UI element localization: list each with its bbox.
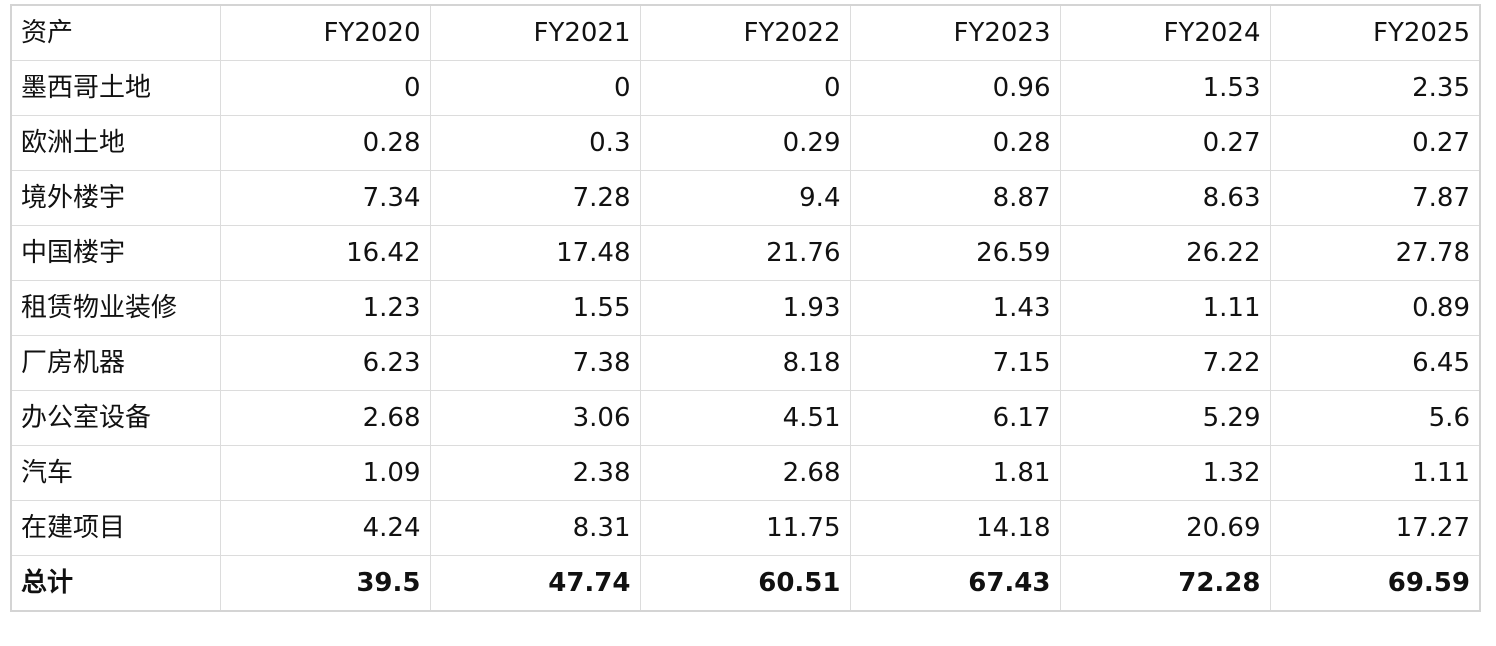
value-cell[interactable]: 0	[429, 60, 641, 116]
value-cell[interactable]: 8.31	[429, 500, 641, 556]
value-cell[interactable]: 1.55	[429, 280, 641, 336]
value-cell[interactable]: 17.27	[1269, 500, 1481, 556]
value-cell[interactable]: 0.28	[219, 115, 431, 171]
value-cell[interactable]: 1.23	[219, 280, 431, 336]
row-label[interactable]: 墨西哥土地	[10, 60, 221, 116]
header-cell-fy2021[interactable]: FY2021	[429, 4, 641, 61]
value-cell[interactable]: 6.45	[1269, 335, 1481, 391]
value-cell[interactable]: 11.75	[639, 500, 851, 556]
value-cell[interactable]: 6.17	[849, 390, 1061, 446]
value-cell[interactable]: 1.32	[1059, 445, 1271, 501]
total-row: 总计 39.5 47.74 60.51 67.43 72.28 69.59	[10, 555, 1481, 612]
row-label[interactable]: 中国楼宇	[10, 225, 221, 281]
header-cell-fy2024[interactable]: FY2024	[1059, 4, 1271, 61]
total-value-cell[interactable]: 60.51	[639, 555, 851, 612]
value-cell[interactable]: 1.81	[849, 445, 1061, 501]
value-cell[interactable]: 26.59	[849, 225, 1061, 281]
value-cell[interactable]: 7.34	[219, 170, 431, 226]
value-cell[interactable]: 0.96	[849, 60, 1061, 116]
value-cell[interactable]: 2.68	[639, 445, 851, 501]
total-value-cell[interactable]: 69.59	[1269, 555, 1481, 612]
value-cell[interactable]: 0	[219, 60, 431, 116]
value-cell[interactable]: 7.28	[429, 170, 641, 226]
row-label[interactable]: 境外楼宇	[10, 170, 221, 226]
value-cell[interactable]: 8.87	[849, 170, 1061, 226]
row-label[interactable]: 在建项目	[10, 500, 221, 556]
total-label[interactable]: 总计	[10, 555, 221, 612]
table-row: 汽车 1.09 2.38 2.68 1.81 1.32 1.11	[10, 445, 1481, 501]
value-cell[interactable]: 16.42	[219, 225, 431, 281]
value-cell[interactable]: 4.51	[639, 390, 851, 446]
total-value-cell[interactable]: 72.28	[1059, 555, 1271, 612]
table-row: 办公室设备 2.68 3.06 4.51 6.17 5.29 5.6	[10, 390, 1481, 446]
asset-table: 资产 FY2020 FY2021 FY2022 FY2023 FY2024 FY…	[10, 4, 1481, 612]
value-cell[interactable]: 1.09	[219, 445, 431, 501]
row-label[interactable]: 厂房机器	[10, 335, 221, 391]
value-cell[interactable]: 0.89	[1269, 280, 1481, 336]
value-cell[interactable]: 0.28	[849, 115, 1061, 171]
table-row: 欧洲土地 0.28 0.3 0.29 0.28 0.27 0.27	[10, 115, 1481, 171]
value-cell[interactable]: 0.27	[1269, 115, 1481, 171]
total-value-cell[interactable]: 67.43	[849, 555, 1061, 612]
value-cell[interactable]: 2.35	[1269, 60, 1481, 116]
value-cell[interactable]: 1.53	[1059, 60, 1271, 116]
value-cell[interactable]: 0	[639, 60, 851, 116]
value-cell[interactable]: 20.69	[1059, 500, 1271, 556]
header-cell-fy2022[interactable]: FY2022	[639, 4, 851, 61]
table-row: 在建项目 4.24 8.31 11.75 14.18 20.69 17.27	[10, 500, 1481, 556]
value-cell[interactable]: 1.43	[849, 280, 1061, 336]
value-cell[interactable]: 0.3	[429, 115, 641, 171]
value-cell[interactable]: 4.24	[219, 500, 431, 556]
value-cell[interactable]: 9.4	[639, 170, 851, 226]
value-cell[interactable]: 1.93	[639, 280, 851, 336]
value-cell[interactable]: 14.18	[849, 500, 1061, 556]
value-cell[interactable]: 8.18	[639, 335, 851, 391]
value-cell[interactable]: 7.15	[849, 335, 1061, 391]
header-cell-fy2020[interactable]: FY2020	[219, 4, 431, 61]
value-cell[interactable]: 2.68	[219, 390, 431, 446]
header-row: 资产 FY2020 FY2021 FY2022 FY2023 FY2024 FY…	[10, 4, 1481, 61]
row-label[interactable]: 汽车	[10, 445, 221, 501]
value-cell[interactable]: 26.22	[1059, 225, 1271, 281]
value-cell[interactable]: 17.48	[429, 225, 641, 281]
value-cell[interactable]: 7.22	[1059, 335, 1271, 391]
value-cell[interactable]: 6.23	[219, 335, 431, 391]
total-value-cell[interactable]: 39.5	[219, 555, 431, 612]
row-label[interactable]: 欧洲土地	[10, 115, 221, 171]
value-cell[interactable]: 21.76	[639, 225, 851, 281]
row-label[interactable]: 办公室设备	[10, 390, 221, 446]
value-cell[interactable]: 8.63	[1059, 170, 1271, 226]
total-value-cell[interactable]: 47.74	[429, 555, 641, 612]
value-cell[interactable]: 1.11	[1059, 280, 1271, 336]
value-cell[interactable]: 0.27	[1059, 115, 1271, 171]
header-cell-fy2025[interactable]: FY2025	[1269, 4, 1481, 61]
value-cell[interactable]: 7.87	[1269, 170, 1481, 226]
table-row: 租赁物业装修 1.23 1.55 1.93 1.43 1.11 0.89	[10, 280, 1481, 336]
table-row: 厂房机器 6.23 7.38 8.18 7.15 7.22 6.45	[10, 335, 1481, 391]
table-row: 墨西哥土地 0 0 0 0.96 1.53 2.35	[10, 60, 1481, 116]
value-cell[interactable]: 0.29	[639, 115, 851, 171]
table-row: 境外楼宇 7.34 7.28 9.4 8.87 8.63 7.87	[10, 170, 1481, 226]
value-cell[interactable]: 27.78	[1269, 225, 1481, 281]
table-row: 中国楼宇 16.42 17.48 21.76 26.59 26.22 27.78	[10, 225, 1481, 281]
value-cell[interactable]: 5.6	[1269, 390, 1481, 446]
header-cell-fy2023[interactable]: FY2023	[849, 4, 1061, 61]
value-cell[interactable]: 1.11	[1269, 445, 1481, 501]
header-cell-asset[interactable]: 资产	[10, 4, 221, 61]
value-cell[interactable]: 3.06	[429, 390, 641, 446]
value-cell[interactable]: 2.38	[429, 445, 641, 501]
value-cell[interactable]: 7.38	[429, 335, 641, 391]
row-label[interactable]: 租赁物业装修	[10, 280, 221, 336]
value-cell[interactable]: 5.29	[1059, 390, 1271, 446]
